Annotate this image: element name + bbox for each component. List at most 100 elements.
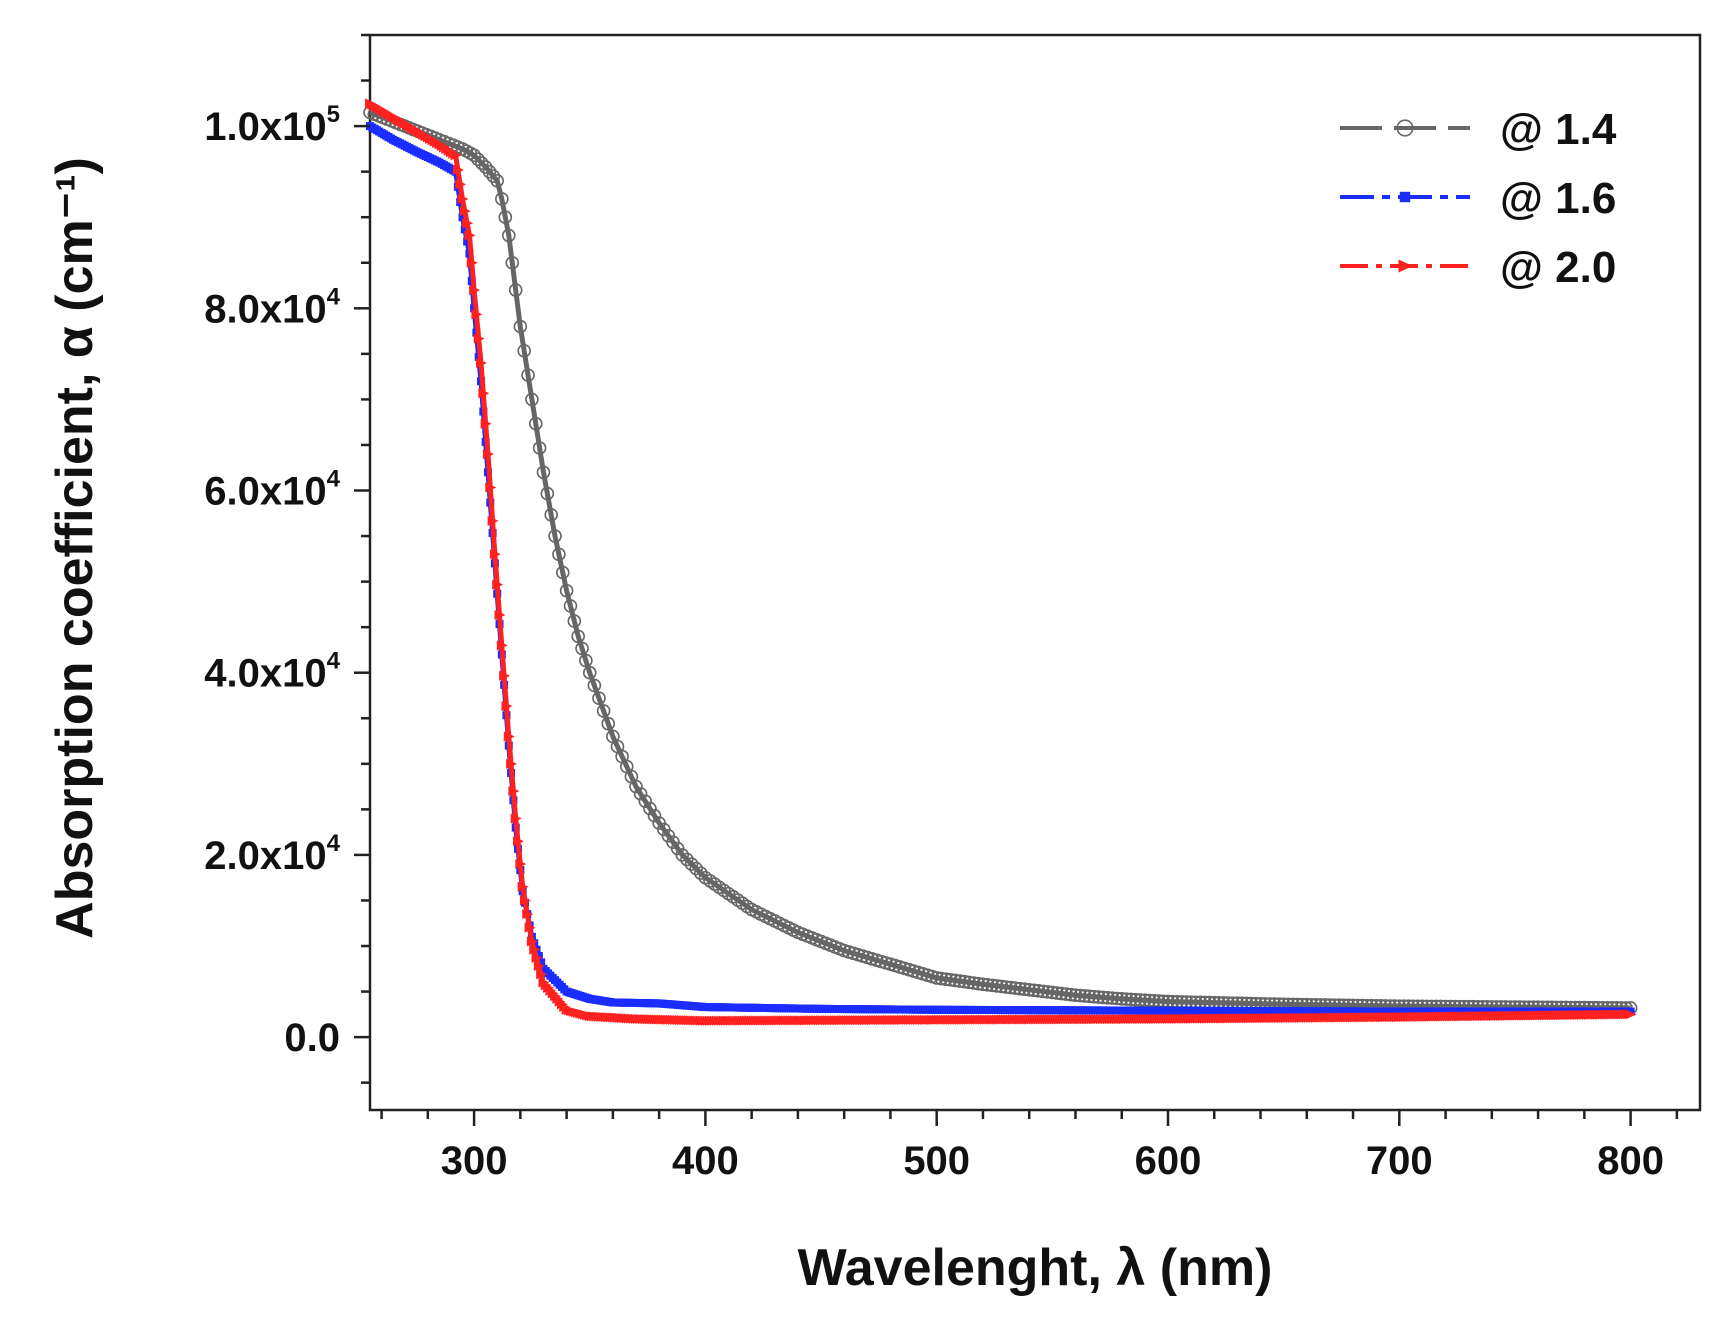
x-tick-label: 800	[1597, 1139, 1664, 1183]
data-marker	[532, 441, 547, 455]
data-marker	[457, 193, 469, 204]
data-marker	[544, 508, 558, 522]
data-marker	[463, 237, 472, 246]
data-marker	[601, 716, 616, 731]
data-marker	[567, 614, 582, 628]
data-marker	[689, 861, 703, 876]
data-marker	[531, 952, 543, 963]
data-marker	[452, 164, 464, 175]
data-marker	[1050, 986, 1064, 1000]
data-marker	[980, 978, 995, 992]
y-tick-exponent: 4	[327, 648, 341, 675]
data-marker	[548, 529, 562, 543]
data-marker	[1119, 992, 1134, 1006]
y-tick-mantissa: 0.0	[284, 1016, 340, 1060]
data-marker	[1059, 987, 1074, 1001]
legend-item: @ 1.6	[1340, 174, 1616, 223]
data-marker	[555, 565, 570, 580]
data-marker	[985, 978, 1000, 993]
data-marker	[450, 150, 462, 161]
data-marker	[495, 192, 509, 206]
data-marker	[522, 909, 534, 920]
data-marker	[579, 653, 593, 668]
data-marker	[1124, 992, 1138, 1007]
data-marker	[458, 213, 467, 222]
legend-label: @ 1.4	[1500, 105, 1617, 154]
data-marker	[499, 670, 511, 681]
data-marker	[498, 210, 513, 225]
data-marker	[939, 972, 953, 986]
data-marker	[962, 975, 976, 990]
data-marker	[503, 731, 515, 742]
data-marker	[534, 952, 543, 961]
y-tick-label: 2.0x104	[204, 830, 340, 878]
series-2-0	[365, 98, 1637, 1026]
data-marker	[596, 704, 611, 718]
data-marker	[582, 665, 597, 680]
data-marker	[1003, 980, 1018, 995]
x-tick-label: 400	[672, 1139, 739, 1183]
data-marker	[1399, 191, 1411, 203]
data-marker	[537, 958, 546, 967]
x-tick-label: 600	[1135, 1139, 1202, 1183]
data-marker	[1091, 990, 1106, 1004]
data-marker	[494, 610, 506, 621]
x-axis-title: Wavelenght, λ (nm)	[798, 1239, 1273, 1297]
data-marker	[473, 333, 485, 344]
legend-item: @ 2.0	[1340, 243, 1616, 292]
data-marker	[464, 230, 476, 241]
data-marker	[524, 922, 536, 933]
data-marker	[1054, 986, 1069, 1001]
data-marker	[466, 257, 478, 268]
data-marker	[1036, 984, 1050, 999]
data-marker	[505, 255, 520, 270]
data-marker	[517, 881, 529, 892]
data-marker	[508, 283, 523, 297]
data-marker	[517, 344, 532, 358]
plot-frame	[368, 33, 1702, 1112]
data-marker	[1087, 989, 1101, 1004]
y-tick-mantissa: 4.0x10	[204, 652, 326, 696]
data-marker	[506, 758, 518, 769]
x-tick-label: 700	[1366, 1139, 1433, 1183]
data-marker	[526, 936, 538, 947]
data-marker	[1101, 990, 1115, 1005]
data-marker	[519, 895, 531, 906]
data-marker	[633, 787, 648, 801]
data-marker	[476, 357, 488, 368]
data-marker	[1022, 982, 1037, 997]
data-marker	[1625, 1009, 1637, 1020]
data-marker	[559, 583, 574, 598]
data-marker	[490, 173, 505, 188]
y-tick-mantissa: 1.0x10	[204, 105, 326, 149]
data-marker	[1114, 992, 1129, 1006]
data-marker	[1027, 983, 1041, 998]
data-marker	[1045, 985, 1060, 1000]
series-layer	[363, 98, 1638, 1026]
data-marker	[953, 974, 967, 988]
data-marker	[521, 368, 535, 382]
legend-item: @ 1.4	[1340, 105, 1617, 154]
data-marker	[462, 218, 474, 229]
data-marker	[929, 971, 944, 985]
data-marker	[1110, 991, 1124, 1006]
y-tick-exponent: 4	[327, 283, 341, 310]
data-marker	[492, 579, 504, 590]
data-marker	[1142, 993, 1157, 1008]
data-marker	[1073, 988, 1087, 1003]
y-tick-exponent: 4	[327, 466, 341, 493]
data-marker	[680, 852, 694, 867]
data-marker	[976, 977, 990, 992]
data-marker	[587, 678, 602, 693]
y-tick-label: 0.0	[284, 1016, 340, 1060]
data-marker	[515, 859, 527, 870]
data-marker	[1133, 993, 1148, 1007]
data-marker	[478, 160, 493, 174]
data-marker	[480, 418, 492, 429]
data-marker	[478, 388, 490, 399]
data-marker	[994, 979, 1009, 994]
data-marker	[1128, 992, 1143, 1007]
data-marker	[1008, 981, 1023, 995]
y-tick-label: 4.0x104	[204, 648, 340, 696]
